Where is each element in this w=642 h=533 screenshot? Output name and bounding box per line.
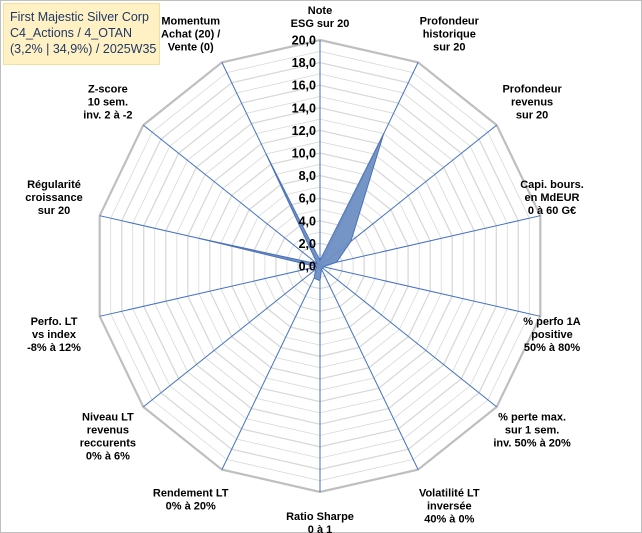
title-line-company: First Majestic Silver Corp xyxy=(10,10,149,24)
axis-label-line: Volatilité LT xyxy=(419,487,480,499)
radar-spoke xyxy=(142,124,321,267)
chart-title-box: First Majestic Silver Corp C4_Actions / … xyxy=(3,3,160,65)
axis-label-line: 0 à 1 xyxy=(308,524,332,533)
axis-label-line: 0% à 20% xyxy=(166,500,216,512)
axis-label-line: croissance xyxy=(25,192,82,204)
axis-labels: Note ESG sur 20 Profondeur historique sur 20… xyxy=(25,5,584,533)
radial-tick-label: 16,0 xyxy=(292,79,316,93)
radar-series xyxy=(198,133,385,282)
radial-tick-label: 4,0 xyxy=(299,214,316,228)
radial-tick-label: 2,0 xyxy=(299,237,316,251)
axis-label-line: -8% à 12% xyxy=(27,342,81,354)
axis-label-line: reccurents xyxy=(80,437,136,449)
axis-label-line: sur 20 xyxy=(38,205,70,217)
axis-label-line: Niveau LT xyxy=(82,411,134,423)
axis-label-line: Perfo. LT xyxy=(31,316,78,328)
axis-label-line: Profondeur xyxy=(502,84,562,96)
axis-label-line: vs index xyxy=(32,329,77,341)
axis-label-line: Achat (20) / xyxy=(161,29,220,41)
axis-label-line: revenus xyxy=(87,424,129,436)
radial-tick-label: 6,0 xyxy=(299,192,316,206)
axis-label-0: Note ESG sur 20 xyxy=(291,5,350,30)
axis-label-4: % perfo 1A positive 50% à 80% xyxy=(523,316,581,354)
radial-tick-label: 10,0 xyxy=(292,147,316,161)
axis-label-12: Z-score 10 sem. inv. 2 à -2 xyxy=(83,84,132,122)
title-line-stats: (3,2% | 34,9%) / 2025W35 xyxy=(10,42,157,56)
axis-label-line: 40% à 0% xyxy=(424,513,474,525)
axis-label-6: Volatilité LT inversée 40% à 0% xyxy=(419,487,480,525)
axis-label-line: Rendement LT xyxy=(153,487,229,499)
radial-tick-label: 20,0 xyxy=(292,34,316,48)
axis-label-line: 0% à 6% xyxy=(86,450,130,462)
axis-label-line: revenus xyxy=(511,97,553,109)
radial-tick-label: 18,0 xyxy=(292,56,316,70)
axis-label-line: % perte max. xyxy=(498,411,566,423)
axis-label-line: ESG sur 20 xyxy=(291,18,350,30)
axis-label-13: Momentum Achat (20) / Vente (0) xyxy=(161,16,220,54)
axis-label-line: inversée xyxy=(427,500,472,512)
radial-tick-labels: 0,0 2,0 4,0 6,0 8,0 10,0 12,0 14,0 16,0 18,0 20,0 xyxy=(292,34,316,274)
axis-label-line: sur 1 sem. xyxy=(505,424,559,436)
radar-spoke xyxy=(319,265,541,317)
axis-label-11: Régularité croissance sur 20 xyxy=(25,179,82,217)
axis-label-line: Z-score xyxy=(88,84,128,96)
axis-label-line: Régularité xyxy=(27,179,81,191)
axis-label-line: sur 20 xyxy=(433,42,465,54)
axis-label-line: Profondeur xyxy=(420,16,480,28)
axis-label-line: inv. 2 à -2 xyxy=(83,110,132,122)
axis-label-line: Ratio Sharpe xyxy=(286,511,354,523)
axis-label-line: sur 20 xyxy=(516,110,548,122)
axis-label-line: Note xyxy=(308,5,332,17)
title-line-category: C4_Actions / 4_OTAN xyxy=(10,26,133,40)
axis-label-1: Profondeur historique sur 20 xyxy=(420,16,480,54)
axis-label-2: Profondeur revenus sur 20 xyxy=(502,84,562,122)
axis-label-7: Ratio Sharpe 0 à 1 xyxy=(286,511,354,533)
radial-tick-label: 12,0 xyxy=(292,124,316,138)
radial-tick-label: 8,0 xyxy=(299,169,316,183)
axis-label-line: % perfo 1A xyxy=(523,316,581,328)
axis-label-line: 50% à 80% xyxy=(524,342,580,354)
axis-label-3: Capi. bours. en MdEUR 0 à 60 G€ xyxy=(520,179,584,217)
axis-label-line: Momentum xyxy=(161,16,220,28)
axis-label-line: inv. 50% à 20% xyxy=(493,437,571,449)
radar-spoke xyxy=(142,265,321,408)
radar-spoke xyxy=(221,265,321,470)
axis-label-5: % perte max. sur 1 sem. inv. 50% à 20% xyxy=(493,411,571,449)
axis-label-line: 0 à 60 G€ xyxy=(528,205,576,217)
axis-label-line: en MdEUR xyxy=(525,192,580,204)
axis-label-line: Vente (0) xyxy=(168,42,214,54)
radial-tick-label: 14,0 xyxy=(292,101,316,115)
axis-label-line: Capi. bours. xyxy=(520,179,584,191)
radar-spoke xyxy=(99,265,321,317)
axis-label-10: Perfo. LT vs index -8% à 12% xyxy=(27,316,81,354)
axis-label-8: Rendement LT 0% à 20% xyxy=(153,487,229,512)
radar-spoke xyxy=(319,215,541,267)
radar-series-area xyxy=(198,133,385,282)
radial-tick-label: 0,0 xyxy=(299,260,316,274)
axis-label-line: historique xyxy=(423,29,476,41)
axis-label-line: 10 sem. xyxy=(88,97,128,109)
radar-spoke xyxy=(319,265,498,408)
axis-label-line: positive xyxy=(531,329,573,341)
axis-label-9: Niveau LT revenus reccurents 0% à 6% xyxy=(80,411,136,462)
radar-spoke xyxy=(319,265,419,470)
